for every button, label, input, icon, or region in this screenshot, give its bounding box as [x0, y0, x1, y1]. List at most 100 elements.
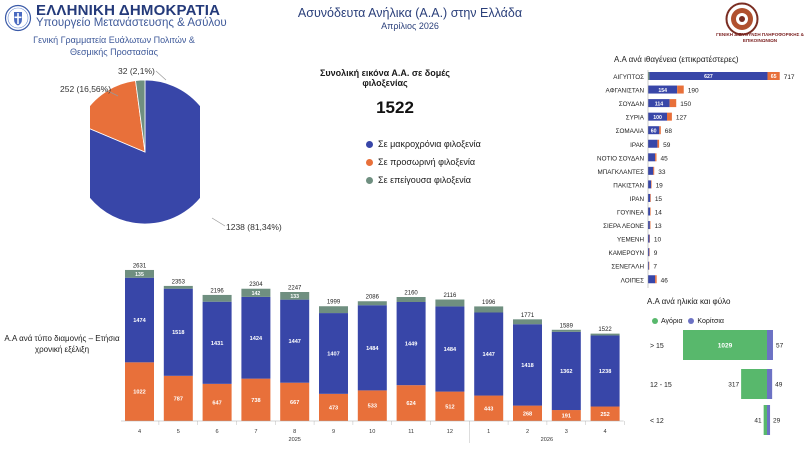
nationality-total-label: 9 — [654, 250, 658, 257]
monthly-bar-segment — [241, 288, 271, 297]
nationality-label: ΣΟΜΑΛΙΑ — [616, 128, 645, 135]
monthly-segment-label: 1407 — [327, 351, 339, 357]
monthly-x-tick: 6 — [216, 429, 219, 435]
monthly-segment-label: 647 — [212, 400, 221, 406]
monthly-segment-label: 624 — [406, 401, 416, 407]
monthly-segment-label: 1474 — [133, 318, 146, 324]
monthly-bar-segment — [319, 313, 348, 394]
monthly-segment-label: 473 — [329, 405, 338, 411]
nationality-bar-segment — [648, 207, 651, 216]
nationality-bar-segment — [651, 180, 652, 189]
nationality-chart-title: Α.Α ανά ιθαγένεια (επικρατέστερες) — [614, 55, 739, 64]
monthly-bar-segment — [396, 301, 426, 386]
monthly-x-tick: 12 — [447, 429, 453, 435]
monthly-bar-segment — [357, 390, 387, 421]
nationality-bar-segment — [648, 180, 652, 189]
monthly-total-label: 1522 — [598, 327, 612, 333]
monthly-chart-title: Α.Α ανά τύπο διαμονής – Ετήσια χρονική ε… — [4, 334, 120, 354]
monthly-bar-segment — [280, 382, 310, 421]
monthly-x-tick: 10 — [369, 429, 375, 435]
pie-label-emergency: 32 (2,1%) — [118, 66, 155, 76]
monthly-total-label: 2304 — [249, 282, 263, 288]
nationality-segment-label: 60 — [651, 128, 657, 134]
monthly-bar-segment — [513, 324, 542, 406]
legend-item-emergency: Σε επείγουσα φιλοξενία — [366, 175, 471, 185]
monthly-bar-segment — [202, 294, 232, 302]
monthly-bar-segment — [435, 391, 465, 421]
age-group-label: < 12 — [650, 418, 664, 425]
nationality-label: ΠΑΚΙΣΤΑΝ — [613, 182, 644, 189]
monthly-segment-label: 1447 — [288, 339, 300, 345]
monthly-bar-segment — [590, 335, 620, 407]
nationality-label: ΣΟΥΔΑΝ — [619, 101, 645, 108]
monthly-bar-segment — [357, 305, 387, 391]
monthly-segment-label: 1431 — [211, 341, 223, 347]
ministry-label: Υπουργείο Μετανάστευσης & Ασύλου — [36, 17, 227, 29]
monthly-bar-segment — [474, 306, 504, 313]
age-girls-label: 29 — [773, 418, 781, 425]
age-boys-label: 317 — [728, 382, 739, 389]
monthly-bar-segment — [163, 288, 193, 376]
monthly-bar-segment — [125, 269, 154, 278]
monthly-bar-segment — [590, 406, 620, 421]
nationality-bar-segment — [648, 139, 658, 148]
monthly-segment-label: 142 — [252, 291, 261, 297]
nationality-bar-segment — [655, 275, 657, 284]
monthly-total-label: 2086 — [366, 295, 380, 301]
monthly-total-label: 1996 — [482, 300, 496, 306]
age-boys-label: 41 — [754, 418, 762, 425]
age-bar-girls — [767, 330, 773, 360]
monthly-segment-label: 1449 — [405, 342, 417, 348]
age-chart: > 15 1029 57 12 - 15 317 49 < 12 41 29 — [650, 330, 784, 435]
monthly-bar-segment — [125, 277, 154, 363]
republic-label: ΕΛΛΗΝΙΚΗ ΔΗΜΟΚΡΑΤΙΑ — [36, 2, 221, 19]
monthly-x-tick: 4 — [604, 429, 607, 435]
monthly-bar-segment — [357, 301, 387, 306]
nationality-label: ΥΕΜΕΝΗ — [617, 237, 644, 244]
monthly-x-tick: 1 — [487, 429, 490, 435]
nationality-chart: ΑΙΓΥΠΤΟΣ 627 65 717 ΑΦΓΑΝΙΣΤΑΝ 154 190 ΣΟΥΔΑΝ 11… — [597, 70, 795, 288]
nationality-bar-segment — [648, 275, 656, 284]
nationality-label: ΑΦΓΑΝΙΣΤΑΝ — [606, 88, 645, 95]
nationality-total-label: 10 — [654, 237, 662, 244]
nationality-total-label: 190 — [688, 88, 699, 95]
monthly-bar-segment — [551, 410, 581, 421]
nationality-total-label: 150 — [680, 101, 691, 108]
nationality-bar-segment — [648, 193, 651, 202]
monthly-bar-segment — [319, 393, 348, 421]
nationality-bar-segment — [648, 85, 678, 94]
nationality-bar-segment — [648, 234, 650, 243]
monthly-segment-label: 667 — [290, 400, 299, 406]
monthly-bar-segment — [163, 285, 193, 289]
monthly-total-label: 2160 — [404, 291, 418, 297]
nationality-total-label: 33 — [658, 169, 666, 176]
nationality-bar-segment — [649, 72, 768, 80]
pie-slice-emergency — [135, 79, 146, 153]
monthly-total-label: 2247 — [288, 286, 302, 292]
monthly-bar-segment — [474, 312, 504, 396]
legend-girls: Κορίτσια — [697, 318, 724, 325]
monthly-bar-segment — [280, 292, 310, 300]
age-bar-boys — [683, 330, 767, 360]
monthly-bar-segment — [396, 385, 426, 421]
monthly-total-label: 2631 — [133, 263, 147, 269]
nationality-label: ΓΟΥΙΝΕΑ — [617, 210, 645, 217]
nationality-total-label: 45 — [660, 155, 668, 162]
nationality-bar-segment — [648, 126, 660, 135]
page-title: Ασυνόδευτα Ανήλικα (Α.Α.) στην Ελλάδα — [297, 6, 523, 20]
monthly-bar-segment — [241, 296, 271, 379]
age-bar-girls — [767, 369, 773, 399]
nationality-label: ΣΕΝΕΓΑΛΗ — [611, 264, 644, 271]
nationality-bar-segment — [648, 248, 650, 257]
page-subtitle: Απρίλιος 2026 — [381, 21, 439, 31]
nationality-bar-segment — [648, 112, 668, 121]
nationality-bar-segment — [667, 112, 672, 121]
nationality-bar-segment — [677, 85, 684, 94]
nationality-label: ΜΠΑΓΚΛΑΝΤΕΣ — [597, 169, 644, 176]
nationality-segment-label: 627 — [704, 74, 713, 80]
monthly-segment-label: 135 — [135, 272, 144, 278]
overview-title: Συνολική εικόνα Α.Α. σε δομές φιλοξενίας — [320, 68, 450, 88]
nationality-total-label: 19 — [656, 182, 664, 189]
gd-informatics-logo-icon — [725, 2, 759, 36]
nationality-label: ΝΟΤΙΟ ΣΟΥΔΑΝ — [597, 155, 644, 162]
